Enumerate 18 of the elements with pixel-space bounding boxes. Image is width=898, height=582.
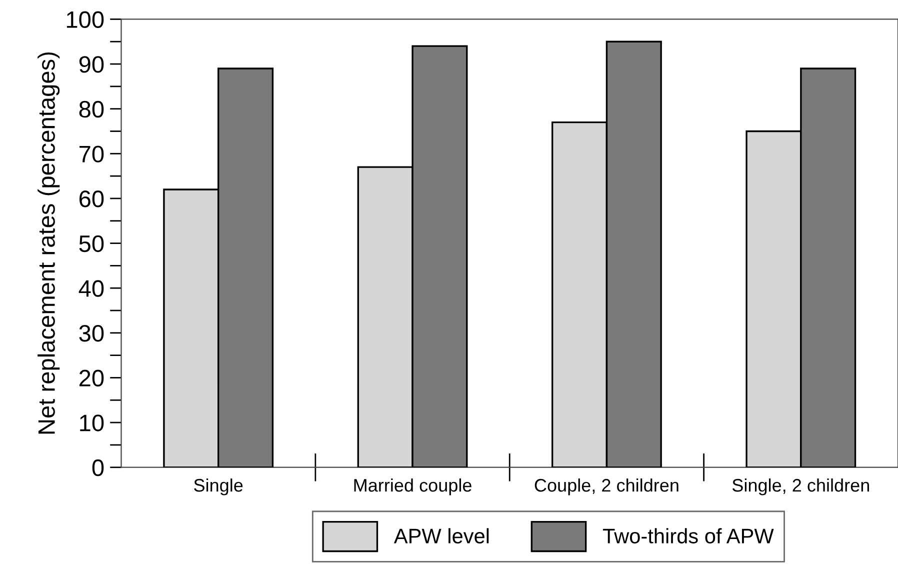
x-tick-label: Couple, 2 children [534,478,678,496]
y-axis-title: Net replacement rates (percentages) [38,52,60,434]
y-tick-label: 90 [79,56,104,73]
y-tick-label: 20 [79,370,104,387]
legend-label: APW level [394,528,489,544]
y-tick-label: 10 [80,414,104,432]
y-tick-label: 80 [79,100,104,118]
legend-label: Two-thirds of APW [602,528,774,544]
y-tick-label: 60 [80,190,104,208]
y-tick-label: 40 [78,280,104,297]
x-tick-label: Married couple [354,478,472,496]
y-tick-label: 100 [66,11,104,28]
y-tick-label: 30 [79,324,104,342]
y-tick-label: 70 [80,146,104,162]
y-tick-label: 50 [79,235,104,252]
x-tick-label: Single [194,478,243,496]
y-tick-label: 0 [92,459,104,476]
x-tick-label: Single, 2 children [732,478,869,496]
